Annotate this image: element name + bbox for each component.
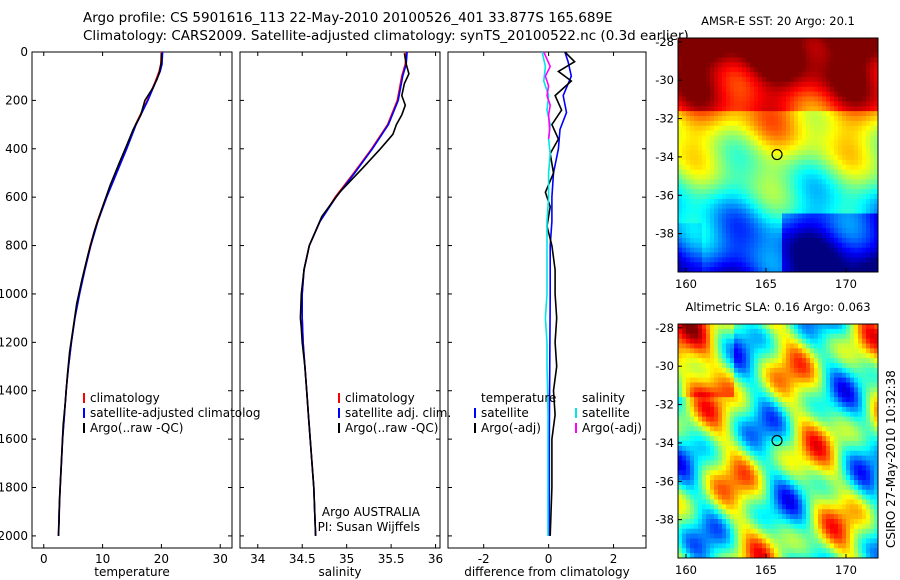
difference-legend-temperature-title: temperature [481, 391, 556, 405]
sst_map-frame [677, 37, 879, 273]
sst_map-ytick-label: -36 [655, 188, 674, 202]
temperature-xtick-label: 30 [213, 552, 228, 566]
depth-tick-label: 200 [5, 93, 28, 107]
sla_map-xtick-label: 160 [675, 563, 697, 577]
depth-tick-label: 1600 [0, 432, 28, 446]
temperature-legend-entry: Argo(..raw -QC) [90, 421, 183, 435]
profile-title-line1: Argo profile: CS 5901616_113 22-May-2010… [83, 10, 613, 26]
difference-xtick-label: 2 [610, 552, 618, 566]
sst_map-field [678, 38, 879, 273]
temperature-legend-entry: satellite-adjusted climatolog [90, 406, 260, 420]
depth-tick-label: 1800 [0, 481, 28, 495]
difference-xlabel: difference from climatology [464, 565, 630, 579]
sla_map-field [678, 324, 879, 559]
sst_map-xtick-label: 170 [835, 277, 857, 291]
difference-xtick-label: -2 [478, 552, 490, 566]
difference-legend-entry: satellite [481, 406, 529, 420]
sla_map-xtick-label: 170 [835, 563, 857, 577]
depth-tick-label: 1200 [0, 335, 28, 349]
pi-name-label: PI: Susan Wijffels [318, 520, 420, 534]
sla_map-title: Altimetric SLA: 0.16 Argo: 0.063 [685, 300, 870, 314]
sst_map-ytick-label: -28 [655, 35, 674, 49]
difference-legend-salinity-title: salinity [582, 391, 625, 405]
depth-tick-label: 400 [5, 142, 28, 156]
salinity-legend-entry: Argo(..raw -QC) [345, 421, 438, 435]
sla_map-ytick-label: -34 [655, 436, 674, 450]
argo-australia-label: Argo AUSTRALIA [322, 505, 421, 519]
sst_map-ytick-label: -38 [655, 227, 674, 241]
difference-legend-entry: Argo(-adj) [582, 421, 642, 435]
difference-xtick-label: 0 [545, 552, 553, 566]
temperature-series-argo-raw-qc- [57, 53, 163, 536]
salinity-legend-entry: climatology [345, 391, 415, 405]
temperature-xtick-label: 0 [40, 552, 48, 566]
temperature-xlabel: temperature [94, 565, 169, 579]
sst_map-ytick-label: -30 [655, 73, 674, 87]
difference-series-salinity-argo-adj- [543, 51, 552, 140]
salinity-xtick-label: 36 [428, 552, 443, 566]
depth-tick-label: 1400 [0, 384, 28, 398]
salinity-legend-entry: satellite adj. clim. [345, 406, 451, 420]
depth-tick-label: 800 [5, 239, 28, 253]
sla_map-xtick-label: 165 [755, 563, 777, 577]
difference-legend-entry: satellite [582, 406, 630, 420]
sst_map-xtick-label: 165 [755, 277, 777, 291]
depth-tick-label: 2000 [0, 529, 28, 543]
salinity-axes-frame [239, 51, 441, 549]
sla_map-frame [677, 323, 879, 559]
sla_map-ytick-label: -28 [655, 321, 674, 335]
difference-series-temperature-satellite [548, 51, 573, 536]
sst_map-ytick-label: -34 [655, 150, 674, 164]
sst_map-ytick-label: -32 [655, 112, 674, 126]
depth-tick-label: 1000 [0, 287, 28, 301]
sla_map-ytick-label: -32 [655, 398, 674, 412]
difference-series-salinity-satellite [541, 51, 552, 536]
credit-timestamp: CSIRO 27-May-2010 10:32:38 [884, 370, 898, 548]
salinity-xtick-label: 35.5 [378, 552, 405, 566]
sst_map-xtick-label: 160 [675, 277, 697, 291]
salinity-xlabel: salinity [318, 565, 361, 579]
sst_map-title: AMSR-E SST: 20 Argo: 20.1 [701, 14, 855, 28]
temperature-legend-entry: climatology [90, 391, 160, 405]
depth-tick-label: 0 [20, 45, 28, 59]
salinity-xtick-label: 35 [339, 552, 354, 566]
difference-legend-entry: Argo(-adj) [481, 421, 541, 435]
salinity-xtick-label: 34 [250, 552, 265, 566]
sst_map-argo-position-marker [771, 148, 783, 161]
sla_map-argo-position-marker [771, 434, 783, 447]
profile-title-line2: Climatology: CARS2009. Satellite-adjuste… [83, 28, 689, 44]
salinity-xtick-label: 34.5 [289, 552, 316, 566]
temperature-xtick-label: 10 [95, 552, 110, 566]
sla_map-ytick-label: -38 [655, 513, 674, 527]
temperature-axes-frame [31, 51, 233, 549]
sla_map-ytick-label: -30 [655, 359, 674, 373]
sla_map-ytick-label: -36 [655, 474, 674, 488]
salinity-series-argo-raw-qc- [299, 53, 410, 536]
depth-tick-label: 600 [5, 190, 28, 204]
difference-series-temperature-argo-adj- [544, 51, 576, 536]
temperature-xtick-label: 20 [154, 552, 169, 566]
